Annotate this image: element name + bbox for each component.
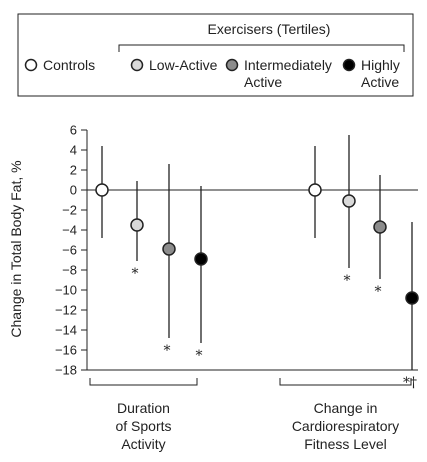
significance-marker-change-in-cardiorespiratory-fitness-level-highly-active: *†	[403, 375, 417, 391]
y-tick-label: 4	[70, 143, 77, 158]
point-duration-of-sports-activity-controls	[95, 183, 109, 197]
point-duration-of-sports-activity-intermediately-active	[162, 242, 176, 256]
group-label-duration-of-sports-activity-line-1: Duration	[117, 400, 170, 416]
legend-label-highly-active-line-2: Active	[361, 74, 399, 90]
point-duration-of-sports-activity-highly-active	[194, 252, 208, 266]
legend: Exercisers (Tertiles) Controls Low-Active…	[17, 13, 414, 97]
legend-label-controls: Controls	[43, 57, 95, 73]
group-label-duration-of-sports-activity-line-2: of Sports	[115, 418, 171, 434]
legend-marker-intermediately-active	[225, 58, 239, 72]
group-label-change-in-cardiorespiratory-fitness-level-line-3: Fitness Level	[304, 436, 386, 452]
y-tick-label: −2	[62, 203, 77, 218]
legend-header-bracket	[118, 44, 405, 52]
legend-header: Exercisers (Tertiles)	[208, 21, 331, 37]
y-axis-title: Change in Total Body Fat, %	[8, 160, 24, 337]
significance-marker-duration-of-sports-activity-highly-active: *	[196, 348, 203, 364]
point-duration-of-sports-activity-low-active	[130, 218, 144, 232]
legend-label-intermediately-active-line-1: Intermediately	[244, 57, 332, 73]
significance-marker-change-in-cardiorespiratory-fitness-level-low-active: *	[344, 273, 351, 289]
significance-marker-duration-of-sports-activity-low-active: *	[132, 266, 139, 282]
group-label-change-in-cardiorespiratory-fitness-level-line-1: Change in	[314, 400, 378, 416]
y-tick-label: −18	[55, 363, 77, 378]
legend-label-intermediately-active-line-2: Active	[244, 74, 282, 90]
plot-axes: 6 4 2 0 −2 −4 −6 −8 −10 −12 −14 −16 −18	[55, 123, 418, 378]
group-label-duration-of-sports-activity-line-3: Activity	[121, 436, 165, 452]
legend-marker-low-active	[130, 58, 144, 72]
group-labels: Duration of Sports Activity Change in Cardio…	[89, 378, 412, 452]
point-change-in-cardiorespiratory-fitness-level-intermediately-active	[373, 220, 387, 234]
y-axis-title-group: Change in Total Body Fat, %	[8, 160, 24, 337]
significance-marker-change-in-cardiorespiratory-fitness-level-intermediately-active: *	[375, 284, 382, 300]
y-tick-label: −6	[62, 243, 77, 258]
y-tick-label: 6	[70, 123, 77, 138]
group-label-change-in-cardiorespiratory-fitness-level-line-2: Cardiorespiratory	[292, 418, 399, 434]
significance-marker-duration-of-sports-activity-intermediately-active: *	[164, 343, 171, 359]
data-marks: * * * * * *†	[95, 135, 419, 391]
y-tick-label: 0	[70, 183, 77, 198]
y-tick-label: 2	[70, 163, 77, 178]
group-bracket-duration-of-sports-activity	[89, 378, 198, 386]
group-bracket-change-in-cardiorespiratory-fitness-level	[279, 378, 412, 386]
legend-label-low-active: Low-Active	[149, 57, 218, 73]
y-tick-label: −8	[62, 263, 77, 278]
legend-label-highly-active-line-1: Highly	[361, 57, 400, 73]
point-change-in-cardiorespiratory-fitness-level-low-active	[342, 194, 356, 208]
legend-box	[17, 13, 414, 97]
legend-marker-controls	[24, 58, 38, 72]
legend-marker-highly-active	[342, 58, 356, 72]
y-tick-label: −10	[55, 283, 77, 298]
point-change-in-cardiorespiratory-fitness-level-controls	[308, 183, 322, 197]
y-tick-label: −16	[55, 343, 77, 358]
y-tick-label: −14	[55, 323, 77, 338]
y-tick-label: −12	[55, 303, 77, 318]
point-change-in-cardiorespiratory-fitness-level-highly-active	[405, 291, 419, 305]
y-tick-label: −4	[62, 223, 77, 238]
